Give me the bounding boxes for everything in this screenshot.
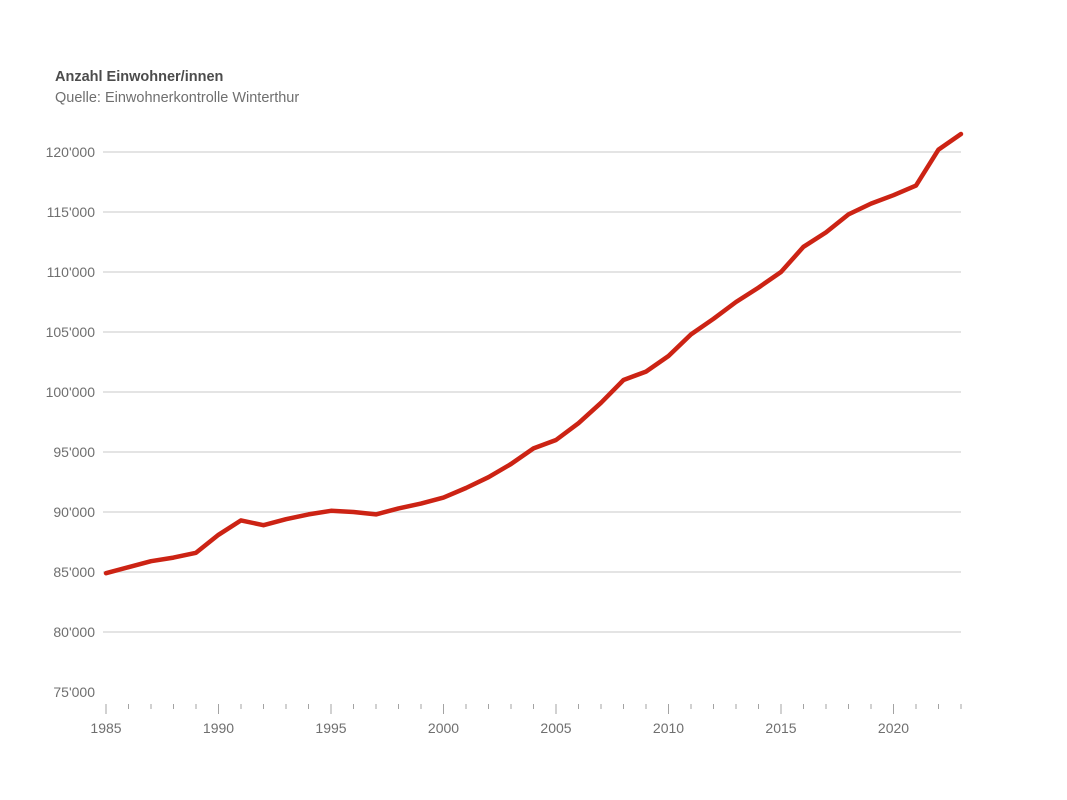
y-axis-label: 120'000 xyxy=(46,144,96,160)
y-axis-label: 85'000 xyxy=(53,564,95,580)
x-axis-label: 1985 xyxy=(90,720,121,736)
x-axis-label: 2015 xyxy=(765,720,796,736)
chart-subtitle: Quelle: Einwohnerkontrolle Winterthur xyxy=(55,90,300,106)
x-axis-label: 2005 xyxy=(540,720,571,736)
y-axis-label: 110'000 xyxy=(47,264,96,280)
x-axis-label: 2000 xyxy=(428,720,459,736)
chart-header: Anzahl Einwohner/innen Quelle: Einwohner… xyxy=(55,67,299,109)
y-axis-label: 95'000 xyxy=(53,444,95,460)
y-axis-label: 75'000 xyxy=(53,684,95,700)
chart-title: Anzahl Einwohner/innen xyxy=(55,69,224,85)
y-axis-label: 90'000 xyxy=(53,504,95,520)
y-axis-label: 80'000 xyxy=(53,624,95,640)
x-axis-label: 2020 xyxy=(878,720,909,736)
population-trend-line xyxy=(103,131,964,576)
y-axis-label: 115'000 xyxy=(47,204,96,220)
x-axis-label: 1995 xyxy=(315,720,346,736)
x-axis-label: 1990 xyxy=(203,720,234,736)
y-axis-label: 100'000 xyxy=(46,384,96,400)
x-axis-label: 2010 xyxy=(653,720,684,736)
y-axis-label: 105'000 xyxy=(46,324,96,340)
